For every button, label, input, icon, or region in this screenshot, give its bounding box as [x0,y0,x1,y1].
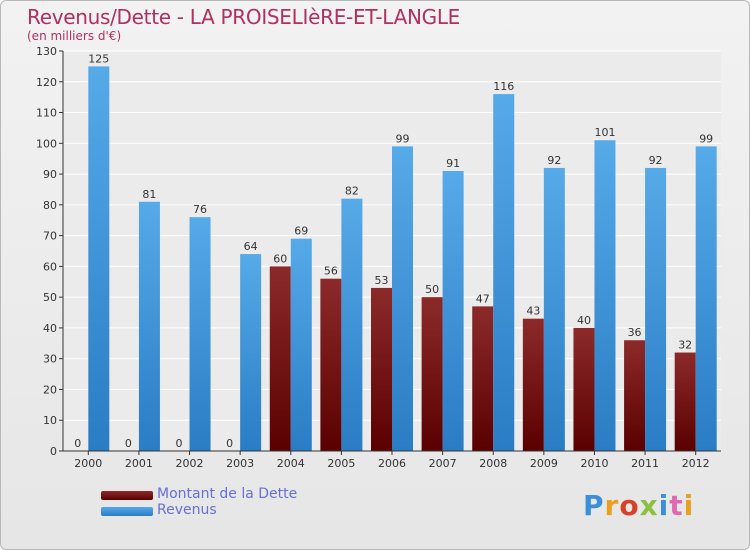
bar-revenus [493,94,515,452]
legend-swatch-revenus [101,507,153,516]
bar-revenus [341,198,363,451]
data-label-debt: 47 [476,292,490,305]
bar-revenus [138,201,160,451]
data-label-revenus: 69 [294,225,308,238]
data-label-debt: 0 [74,437,81,450]
bar-debt [624,340,646,451]
bar-revenus [645,167,667,451]
data-label-revenus: 116 [493,80,514,93]
bar-revenus [392,146,413,451]
data-label-revenus: 99 [699,132,713,145]
bar-revenus [442,171,464,451]
x-tick-label: 2006 [378,457,406,470]
bar-revenus [290,238,312,451]
data-label-revenus: 91 [446,157,460,170]
legend-label-debt: Montant de la Dette [157,486,298,502]
x-tick-label: 2001 [125,457,153,470]
data-label-debt: 53 [375,274,389,287]
y-tick-label: 10 [43,414,57,427]
bar-debt [421,297,443,451]
data-label-debt: 36 [628,326,642,339]
y-tick-label: 20 [43,383,57,396]
y-tick-label: 50 [43,291,57,304]
y-tick-label: 30 [43,353,57,366]
bar-layer [67,66,717,452]
y-tick-label: 40 [43,322,57,335]
data-label-debt: 56 [324,265,338,278]
data-label-debt: 50 [425,283,439,296]
data-label-revenus: 92 [649,154,663,167]
x-tick-label: 2000 [74,457,102,470]
x-tick-label: 2004 [277,457,305,470]
bar-revenus [88,66,110,451]
y-tick-label: 80 [43,199,57,212]
x-tick-label: 2011 [631,457,659,470]
bar-debt [371,287,392,451]
bar-revenus [695,146,717,451]
bar-debt [269,266,291,451]
data-label-revenus: 82 [345,185,359,198]
bar-debt [522,318,544,451]
bar-debt [573,327,595,451]
chart-title: Revenus/Dette - LA PROISELIèRE-ET-LANGLE [27,5,461,29]
axis-layer: 0 10 20 30 40 50 60 70 80 90 100 110 120 130 2000 2001 2… [36,45,721,470]
y-tick-label: 60 [43,260,57,273]
data-label-debt: 0 [226,437,233,450]
bar-debt [472,306,494,451]
x-tick-label: 2003 [226,457,254,470]
y-tick-label: 90 [43,168,57,181]
data-label-revenus: 101 [594,126,615,139]
y-tick-label: 100 [36,137,57,150]
y-tick-label: 130 [36,45,57,58]
bar-debt [320,278,342,451]
x-tick-label: 2008 [479,457,507,470]
legend-label-revenus: Revenus [157,502,217,518]
data-label-revenus: 76 [193,203,207,216]
data-label-debt: 40 [577,314,591,327]
data-label-debt: 60 [273,252,287,265]
x-tick-label: 2005 [327,457,355,470]
data-label-revenus: 81 [142,188,156,201]
x-tick-label: 2002 [176,457,204,470]
data-label-debt: 32 [678,339,692,352]
data-label-debt: 0 [176,437,183,450]
y-tick-label: 110 [36,107,57,120]
data-label-debt: 43 [526,305,540,318]
legend-swatch-debt [101,491,153,500]
bar-revenus [189,217,211,451]
data-label-revenus: 125 [88,52,109,65]
data-label-debt: 0 [125,437,132,450]
y-tick-label: 120 [36,76,57,89]
x-tick-label: 2007 [429,457,457,470]
x-tick-label: 2012 [682,457,710,470]
x-tick-label: 2010 [580,457,608,470]
chart-subtitle: (en milliers d'€) [27,29,122,43]
data-label-revenus: 99 [396,132,410,145]
data-label-revenus: 92 [547,154,561,167]
bar-revenus [594,140,616,451]
label-layer: 0 125 0 81 0 76 0 64 60 69 56 82 53 99 50 91 47 116 43 92 40… [74,52,713,450]
bar-revenus [543,167,565,451]
proxiti-logo: Proxiti [583,489,695,522]
data-label-revenus: 64 [244,240,258,253]
y-tick-label: 0 [50,445,57,458]
y-tick-label: 70 [43,230,57,243]
bar-debt [674,352,696,451]
x-tick-label: 2009 [530,457,558,470]
bar-revenus [240,254,262,451]
